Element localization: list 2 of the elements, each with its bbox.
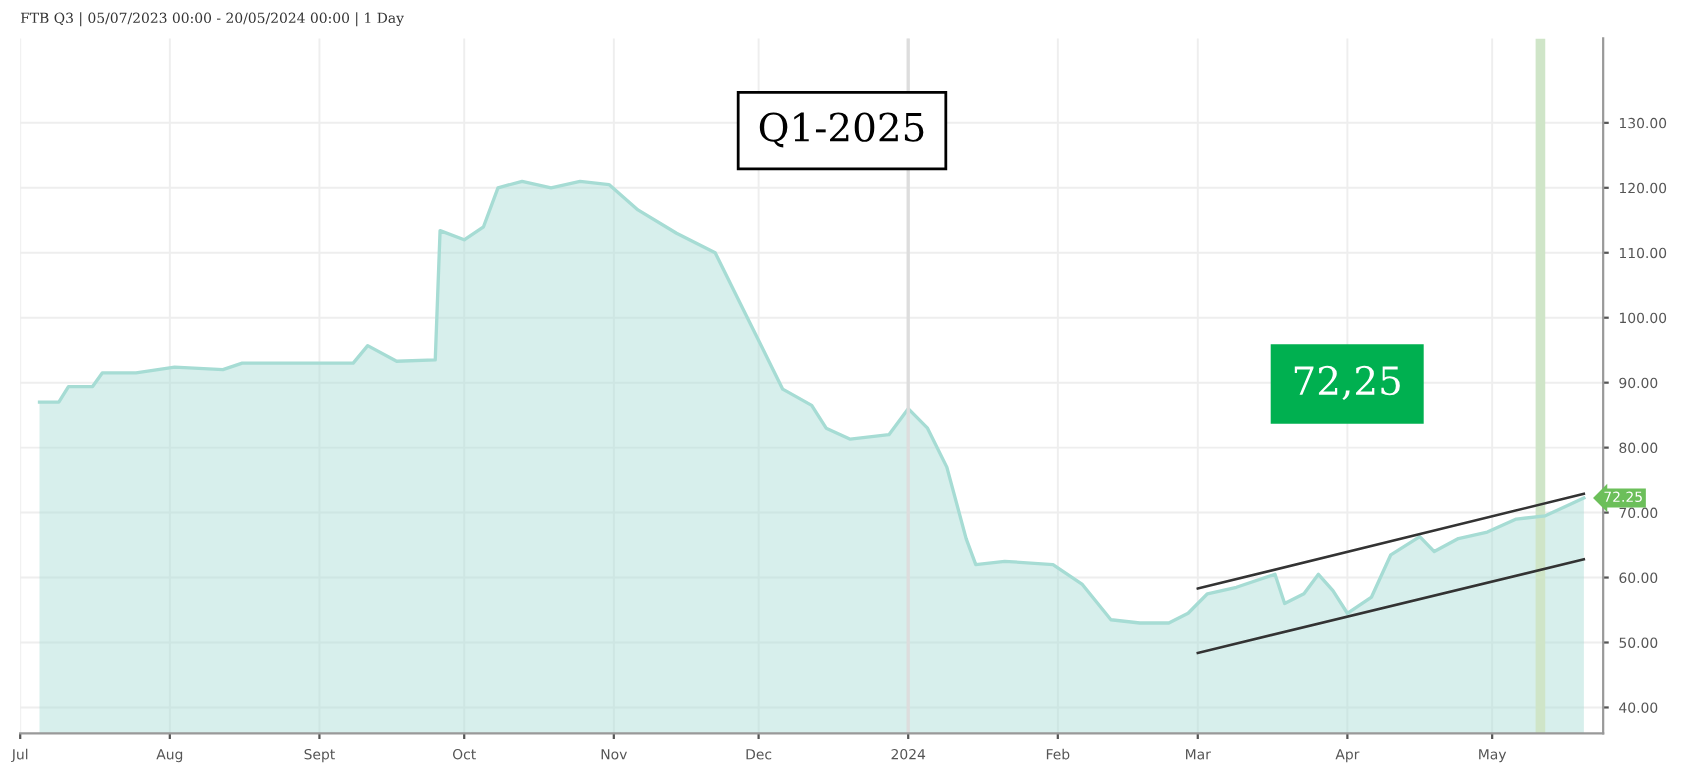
annotation: 72,25 — [1294, 365, 1400, 401]
annotation: Q1-2025 — [759, 112, 924, 148]
